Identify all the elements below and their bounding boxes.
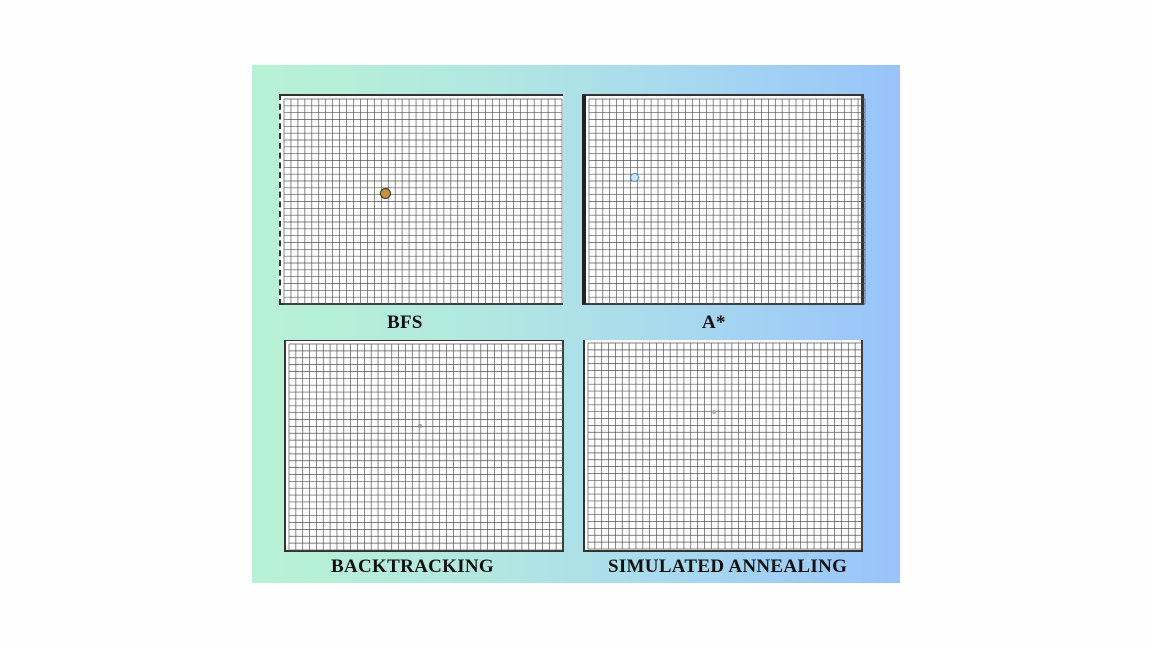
backtracking-grid-panel bbox=[284, 340, 564, 552]
simulated-annealing-search-marker-icon bbox=[712, 410, 716, 414]
bfs-maze-grid bbox=[283, 98, 563, 305]
astar-title: A* bbox=[702, 312, 726, 333]
backtracking-maze-grid bbox=[288, 343, 564, 551]
simulated-annealing-grid-panel bbox=[583, 340, 863, 552]
bfs-grid-panel bbox=[279, 94, 563, 305]
astar-grid-panel bbox=[582, 94, 866, 305]
backtracking-title: BACKTRACKING bbox=[331, 556, 495, 577]
simulated-annealing-title: SIMULATED ANNEALING bbox=[608, 556, 848, 577]
bfs-search-marker-icon bbox=[380, 188, 391, 199]
backtracking-search-marker-icon bbox=[418, 424, 422, 428]
algorithm-comparison-canvas: BFS A* BACKTRACKING SIMULATED ANNEALING bbox=[252, 65, 900, 583]
bfs-title: BFS bbox=[387, 312, 423, 333]
astar-maze-grid bbox=[588, 98, 866, 305]
simulated-annealing-maze-grid bbox=[587, 342, 863, 550]
astar-search-marker-icon bbox=[630, 173, 639, 182]
